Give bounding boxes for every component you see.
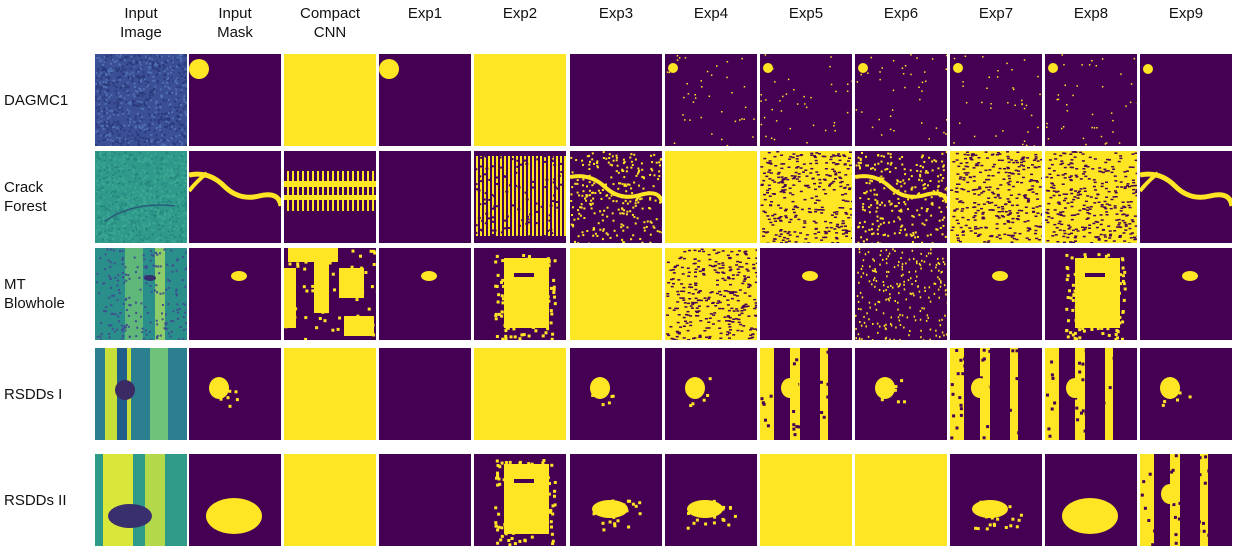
- row-label: MT Blowhole: [4, 276, 65, 312]
- mask-tile: [570, 54, 662, 146]
- mask-tile: [379, 54, 471, 146]
- row-label: RSDDs I: [4, 385, 63, 403]
- mask-tile: [665, 348, 757, 440]
- mask-tile: [1140, 151, 1232, 243]
- mask-tile: [189, 454, 281, 546]
- mask-tile: [665, 454, 757, 546]
- mask-tile: [855, 151, 947, 243]
- input-image-tile: [95, 454, 187, 546]
- input-image-tile: [95, 151, 187, 243]
- mask-tile: [474, 54, 566, 146]
- mask-tile: [284, 54, 376, 146]
- mask-tile: [950, 248, 1042, 340]
- column-header: Exp2: [502, 5, 538, 22]
- mask-tile: [1045, 54, 1137, 146]
- mask-tile: [189, 54, 281, 146]
- mask-tile: [665, 248, 757, 340]
- mask-tile: [1140, 454, 1232, 546]
- mask-tile: [1045, 454, 1137, 546]
- mask-tile: [474, 248, 566, 340]
- column-header: Exp3: [598, 5, 634, 22]
- mask-tile: [189, 151, 281, 243]
- mask-tile: [570, 348, 662, 440]
- column-header: Exp4: [693, 5, 729, 22]
- input-image-tile: [95, 54, 187, 146]
- mask-tile: [1140, 54, 1232, 146]
- column-header: Compact CNN: [299, 5, 361, 41]
- mask-tile: [474, 151, 566, 243]
- mask-tile: [570, 151, 662, 243]
- mask-tile: [284, 248, 376, 340]
- mask-tile: [760, 54, 852, 146]
- row-label: DAGMC1: [4, 91, 69, 109]
- mask-tile: [189, 348, 281, 440]
- mask-tile: [760, 348, 852, 440]
- mask-tile: [379, 454, 471, 546]
- mask-tile: [1045, 248, 1137, 340]
- column-header: Input Image: [120, 5, 162, 41]
- mask-tile: [950, 348, 1042, 440]
- mask-tile: [379, 248, 471, 340]
- mask-tile: [950, 54, 1042, 146]
- mask-tile: [1045, 348, 1137, 440]
- mask-tile: [760, 151, 852, 243]
- mask-tile: [474, 348, 566, 440]
- mask-tile: [760, 454, 852, 546]
- mask-tile: [665, 151, 757, 243]
- mask-tile: [379, 151, 471, 243]
- mask-tile: [1045, 151, 1137, 243]
- mask-tile: [284, 151, 376, 243]
- mask-tile: [570, 454, 662, 546]
- mask-tile: [1140, 348, 1232, 440]
- mask-tile: [665, 54, 757, 146]
- mask-tile: [950, 454, 1042, 546]
- column-header: Exp7: [978, 5, 1014, 22]
- row-label: RSDDs II: [4, 491, 67, 509]
- mask-tile: [570, 248, 662, 340]
- input-image-tile: [95, 348, 187, 440]
- mask-tile: [1140, 248, 1232, 340]
- input-image-tile: [95, 248, 187, 340]
- mask-tile: [189, 248, 281, 340]
- mask-tile: [855, 454, 947, 546]
- column-header: Exp9: [1168, 5, 1204, 22]
- column-header: Exp8: [1073, 5, 1109, 22]
- mask-tile: [950, 151, 1042, 243]
- mask-tile: [760, 248, 852, 340]
- column-header: Input Mask: [217, 5, 253, 41]
- column-header: Exp6: [883, 5, 919, 22]
- mask-tile: [474, 454, 566, 546]
- mask-tile: [379, 348, 471, 440]
- mask-tile: [284, 454, 376, 546]
- mask-tile: [284, 348, 376, 440]
- mask-tile: [855, 54, 947, 146]
- column-header: Exp1: [407, 5, 443, 22]
- mask-tile: [855, 248, 947, 340]
- column-header: Exp5: [788, 5, 824, 22]
- mask-tile: [855, 348, 947, 440]
- row-label: Crack Forest: [4, 179, 47, 215]
